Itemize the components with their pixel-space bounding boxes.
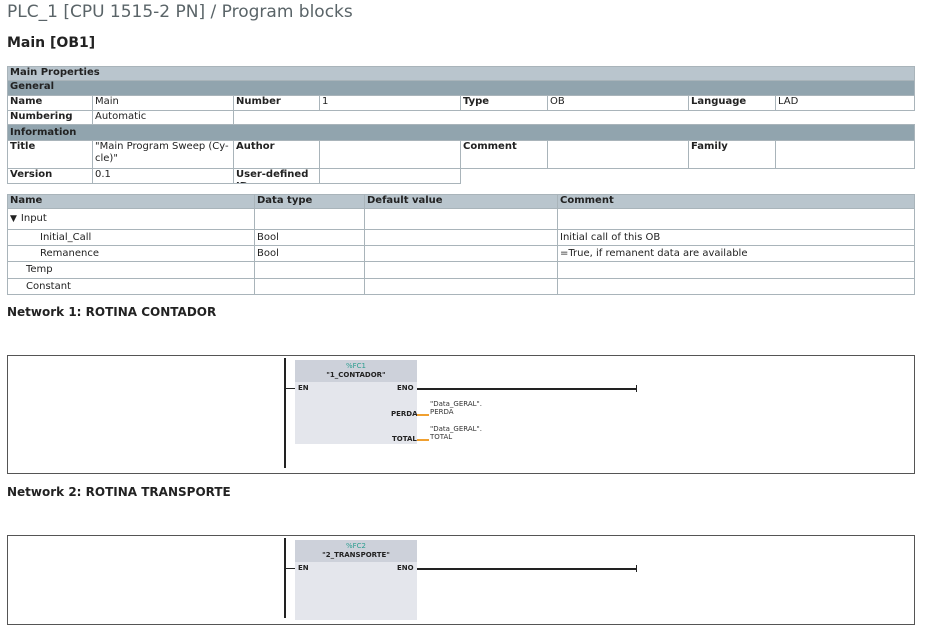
network-1[interactable]	[7, 355, 915, 474]
comment-value	[547, 140, 689, 169]
eno-pin: ENO	[397, 384, 414, 392]
iface-comment-cell	[557, 278, 915, 295]
iface-name-cell: Remanence	[7, 245, 255, 262]
col-datatype: Data type	[254, 194, 365, 209]
iface-default-cell	[364, 261, 558, 279]
type-value: OB	[547, 95, 689, 111]
family-label: Family	[688, 140, 776, 169]
author-label: Author	[233, 140, 320, 169]
iface-comment-cell: Initial call of this OB	[557, 229, 915, 246]
total-wire	[417, 439, 429, 441]
comment-label: Comment	[460, 140, 548, 169]
block-name: "2_TRANSPORTE"	[322, 551, 390, 559]
iface-type-cell	[254, 261, 365, 279]
total-operand[interactable]: "Data_GERAL". TOTAL	[430, 425, 482, 441]
en-pin: EN	[298, 564, 309, 572]
numbering-label: Numbering	[7, 110, 93, 125]
network-2[interactable]	[7, 535, 915, 625]
col-comment: Comment	[557, 194, 915, 209]
number-value: 1	[319, 95, 461, 111]
version-value: 0.1	[92, 168, 234, 184]
name-value: Main	[92, 95, 234, 111]
main-properties-header: Main Properties	[7, 66, 915, 81]
iface-default-cell	[364, 229, 558, 246]
iface-comment-cell	[557, 261, 915, 279]
iface-name-cell: ▼ Input	[7, 208, 255, 230]
language-value: LAD	[775, 95, 915, 111]
perda-pin: PERDA	[391, 410, 418, 418]
iface-type-cell: Bool	[254, 229, 365, 246]
power-rail	[284, 538, 286, 618]
network-2-title: Network 2: ROTINA TRANSPORTE	[7, 485, 231, 499]
block-address: %FC1	[345, 362, 367, 370]
block-title: Main [OB1]	[7, 35, 96, 51]
block-name: "1_CONTADOR"	[326, 371, 386, 379]
version-label: Version	[7, 168, 93, 184]
language-label: Language	[688, 95, 776, 111]
userid-value	[319, 168, 461, 184]
title-value: "Main Program Sweep (Cy-cle)"	[92, 140, 234, 169]
iface-name-cell: Initial_Call	[7, 229, 255, 246]
wire-end	[636, 385, 637, 392]
en-wire	[285, 568, 295, 569]
iface-type-cell	[254, 208, 365, 230]
userid-label: User-defined ID	[233, 168, 320, 184]
perda-operand[interactable]: "Data_GERAL". PERDA	[430, 400, 482, 416]
iface-default-cell	[364, 278, 558, 295]
en-wire	[285, 388, 295, 389]
wire-end	[636, 565, 637, 572]
iface-default-cell	[364, 245, 558, 262]
network-1-title: Network 1: ROTINA CONTADOR	[7, 305, 217, 319]
title-label: Title	[7, 140, 93, 169]
en-pin: EN	[298, 384, 309, 392]
family-value	[775, 140, 915, 169]
fc1-block-header: %FC1 "1_CONTADOR"	[295, 360, 417, 382]
total-pin: TOTAL	[392, 435, 417, 443]
iface-name-cell: Temp	[7, 261, 255, 279]
information-header: Information	[7, 124, 915, 141]
eno-wire	[417, 388, 637, 390]
name-label: Name	[7, 95, 93, 111]
general-header: General	[7, 80, 915, 96]
fc2-block-header: %FC2 "2_TRANSPORTE"	[295, 540, 417, 562]
iface-type-cell	[254, 278, 365, 295]
iface-comment-cell: =True, if remanent data are available	[557, 245, 915, 262]
collapse-triangle-icon[interactable]: ▼	[10, 214, 17, 224]
eno-wire	[417, 568, 637, 570]
iface-comment-cell	[557, 208, 915, 230]
page-title: PLC_1 [CPU 1515-2 PN] / Program blocks	[7, 2, 353, 22]
power-rail	[284, 358, 286, 468]
type-label: Type	[460, 95, 548, 111]
iface-type-cell: Bool	[254, 245, 365, 262]
col-name: Name	[7, 194, 255, 209]
perda-wire	[417, 414, 429, 416]
iface-default-cell	[364, 208, 558, 230]
iface-name-cell: Constant	[7, 278, 255, 295]
number-label: Number	[233, 95, 320, 111]
block-address: %FC2	[345, 542, 367, 550]
eno-pin: ENO	[397, 564, 414, 572]
col-default: Default value	[364, 194, 558, 209]
author-value	[319, 140, 461, 169]
numbering-value: Automatic	[92, 110, 234, 125]
